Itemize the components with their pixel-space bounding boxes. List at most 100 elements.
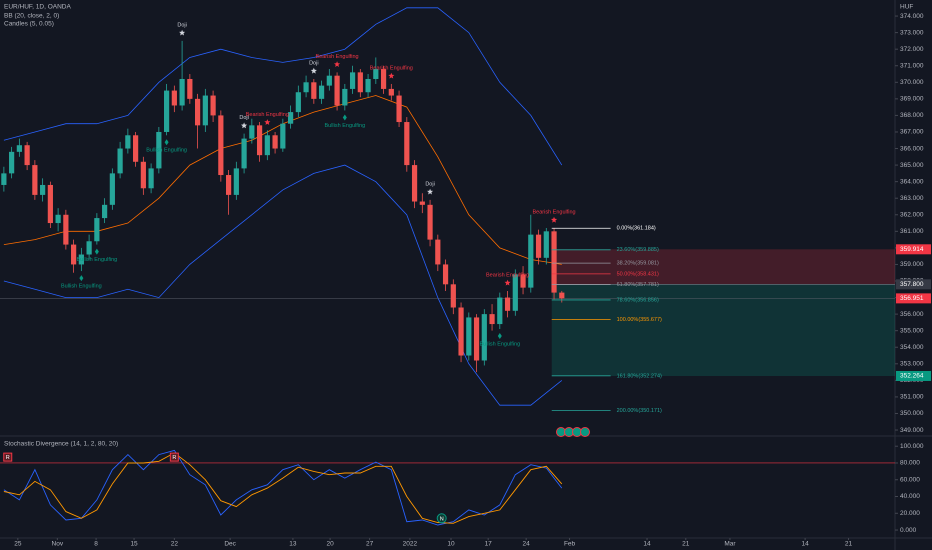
candle-body [311, 82, 317, 99]
candle-body [435, 239, 441, 265]
oscillator-title: Stochastic Divergence (14, 1, 2, 80, 20) [4, 441, 118, 448]
candle-body [218, 115, 224, 176]
candle-body [55, 214, 61, 224]
fib-label: 38.20%(359.081) [617, 261, 659, 267]
candle-body [233, 168, 239, 195]
price-tick-label: 354.000 [900, 344, 924, 351]
price-tag [896, 293, 931, 304]
price-tick-label: 373.000 [900, 29, 924, 36]
button[interactable] [580, 427, 590, 437]
candle-body [16, 145, 22, 152]
time-tick-label: 24 [523, 541, 531, 548]
candle-body [396, 95, 402, 123]
candle-body [504, 297, 511, 311]
time-tick-label: 21 [845, 541, 853, 548]
fib-label: 100.00%(355.677) [617, 317, 662, 323]
candle-body [94, 218, 100, 242]
price-tick-label: 370.000 [900, 79, 924, 86]
signal-label: R [172, 455, 176, 461]
candle-body [280, 123, 286, 149]
pattern-label: Doji [177, 22, 186, 28]
candle-body [102, 204, 108, 219]
candle-body [365, 78, 371, 93]
osc-line [3, 452, 563, 524]
pattern-marker [388, 72, 395, 79]
time-tick-label: 17 [485, 541, 493, 548]
candle-body [559, 292, 565, 299]
candle-body [473, 317, 480, 361]
candle-body [551, 231, 557, 293]
time-tick-label: 20 [326, 541, 334, 548]
bollinger-line [3, 7, 563, 166]
pattern-label: Bearish Engulfing [532, 209, 575, 215]
candle-body [140, 161, 146, 189]
price-tag-label: 357.800 [900, 281, 924, 288]
pattern-marker [164, 139, 169, 146]
candle-body [194, 98, 201, 126]
price-tick-label: 367.000 [900, 129, 924, 136]
candle-body [520, 274, 526, 288]
signal-label: R [6, 455, 10, 461]
price-tag-label: 359.914 [900, 246, 924, 253]
candle-body [497, 297, 503, 325]
candle-body [303, 82, 309, 93]
time-tick-label: 2022 [403, 541, 418, 548]
candle-body [148, 168, 154, 189]
candle-body [295, 92, 301, 113]
price-tick-label: 362.000 [900, 211, 924, 218]
candle-body [202, 95, 208, 126]
candle-body [225, 175, 232, 195]
candle-body [179, 78, 185, 106]
price-tick-label: 355.000 [900, 327, 924, 334]
signal-badge [3, 452, 13, 462]
signal-badge [436, 513, 447, 524]
time-tick-label: 8 [94, 541, 98, 548]
price-tick-label: 350.000 [900, 410, 924, 417]
pattern-marker [179, 29, 186, 36]
candle-body [1, 173, 7, 185]
candle-body [342, 88, 348, 106]
price-tick-label: 374.000 [900, 13, 924, 20]
candle-body [419, 201, 425, 205]
time-tick-label: Feb [564, 541, 576, 548]
price-tick-label: 363.000 [900, 195, 924, 202]
pattern-marker [241, 122, 248, 129]
time-tick-label: 14 [643, 541, 651, 548]
candle-body [71, 244, 77, 265]
price-tick-label: 368.000 [900, 112, 924, 119]
candle-body [47, 184, 53, 224]
candle-body [117, 148, 123, 174]
candle-body [481, 314, 487, 361]
price-tick-label: 365.000 [900, 162, 924, 169]
candle-body [458, 307, 464, 356]
price-tag [896, 244, 931, 255]
pattern-marker [334, 61, 341, 67]
candle-body [442, 264, 449, 285]
stop-zone [551, 249, 895, 285]
pattern-marker [504, 279, 511, 286]
osc-tick-label: 60.000 [900, 476, 920, 483]
candle-body [512, 274, 518, 311]
replay-buttons[interactable] [556, 427, 590, 437]
pattern-label: Doji [309, 60, 318, 66]
pattern-marker [497, 333, 502, 340]
pattern-label: Bearish Engulfing [486, 272, 529, 278]
pattern-label: Bullish Engulfing [61, 284, 102, 290]
candle-body [63, 214, 69, 245]
candle-body [164, 90, 170, 132]
time-tick-label: 21 [682, 541, 690, 548]
candle-body [411, 165, 418, 202]
candle-body [24, 145, 30, 166]
candle-body [404, 122, 410, 166]
fib-label: 50.00%(358.431) [617, 271, 659, 277]
time-tick-label: 25 [14, 541, 22, 548]
pattern-marker [79, 275, 84, 282]
price-tag-label: 356.951 [900, 295, 924, 302]
currency-label: HUF [900, 4, 913, 11]
pattern-label: Bullish Engulfing [324, 123, 365, 129]
price-tick-label: 372.000 [900, 46, 924, 53]
fib-label: 61.80%(357.781) [617, 282, 659, 288]
price-tag [896, 370, 931, 381]
candle-body [264, 135, 270, 156]
candle-body [256, 125, 263, 156]
